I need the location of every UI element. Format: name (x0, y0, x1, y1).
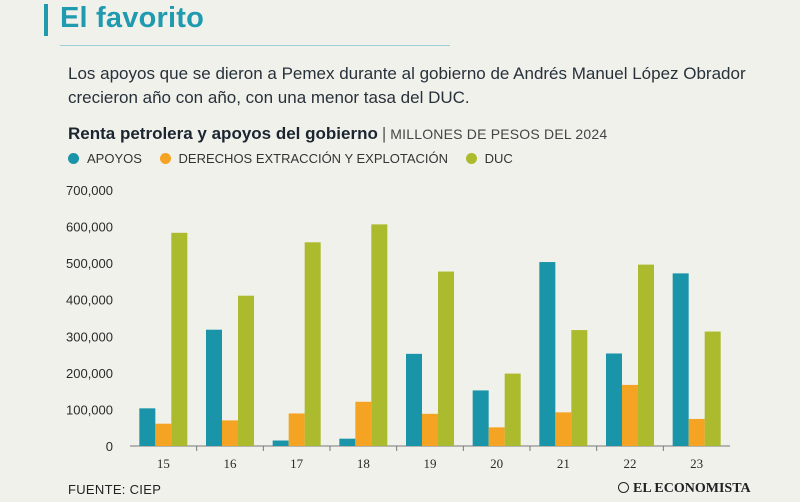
y-tick-label: 600,000 (66, 220, 113, 235)
bar-duc-22 (638, 264, 654, 446)
brand-icon (618, 482, 629, 493)
legend-item-apoyos: APOYOS (68, 151, 142, 166)
source-note: FUENTE: CIEP (68, 482, 162, 497)
bar-derechos-17 (288, 413, 305, 446)
x-tick-label: 23 (690, 456, 703, 471)
legend-swatch-duc (465, 153, 477, 164)
bar-apoyos-15 (139, 408, 156, 446)
page-title: El favorito (60, 2, 204, 34)
legend-label-derechos: DERECHOS EXTRACCIÓN Y EXPLOTACIÓN (178, 151, 448, 166)
y-tick-label: 400,000 (66, 293, 113, 308)
x-tick-label: 16 (224, 456, 238, 471)
y-tick-label: 700,000 (66, 183, 113, 198)
x-tick-label: 17 (290, 456, 304, 471)
bar-apoyos-23 (672, 273, 689, 446)
chart-title: Renta petrolera y apoyos del gobierno (68, 124, 378, 143)
legend-swatch-derechos (159, 153, 171, 164)
chart-legend: APOYOS DERECHOS EXTRACCIÓN Y EXPLOTACIÓN… (68, 151, 527, 167)
x-tick-label: 21 (557, 456, 570, 471)
y-tick-label: 500,000 (66, 256, 113, 271)
bar-duc-17 (304, 242, 321, 446)
y-tick-label: 200,000 (66, 366, 113, 381)
x-tick-label: 22 (624, 456, 637, 471)
bar-apoyos-17 (272, 440, 289, 446)
bar-derechos-19 (422, 413, 438, 446)
legend-label-apoyos: APOYOS (87, 151, 142, 166)
brand-logo: EL ECONOMISTA (618, 481, 751, 497)
chart-title-separator: | (381, 124, 387, 143)
legend-swatch-apoyos (68, 153, 79, 164)
bar-apoyos-16 (206, 329, 222, 446)
bar-duc-19 (438, 271, 454, 446)
brand-name: EL ECONOMISTA (633, 481, 751, 496)
bar-duc-20 (504, 373, 521, 446)
x-tick-label: 20 (490, 456, 503, 471)
bar-duc-15 (171, 232, 188, 446)
y-tick-label: 0 (106, 439, 113, 454)
legend-item-derechos: DERECHOS EXTRACCIÓN Y EXPLOTACIÓN (159, 151, 448, 166)
bar-duc-21 (571, 330, 588, 446)
legend-item-duc: DUC (465, 151, 513, 166)
title-accent-bar (44, 4, 48, 36)
bar-derechos-18 (355, 401, 372, 446)
bar-duc-18 (371, 224, 388, 446)
x-tick-label: 19 (424, 456, 437, 471)
page-subtitle: Los apoyos que se dieron a Pemex durante… (68, 64, 746, 107)
bar-derechos-23 (688, 418, 705, 446)
y-tick-label: 100,000 (66, 402, 113, 417)
title-divider (60, 45, 450, 46)
bar-apoyos-21 (539, 262, 556, 446)
bar-apoyos-19 (406, 353, 422, 446)
y-tick-label: 300,000 (66, 329, 113, 344)
chart-units: MILLONES DE PESOS DEL 2024 (390, 126, 608, 142)
bar-duc-16 (238, 295, 254, 446)
bar-apoyos-20 (472, 390, 489, 446)
bar-apoyos-22 (606, 353, 622, 446)
bar-derechos-16 (222, 420, 238, 446)
bar-apoyos-18 (339, 438, 356, 446)
bar-duc-23 (704, 331, 721, 446)
x-tick-label: 18 (357, 456, 370, 471)
legend-label-duc: DUC (484, 151, 513, 166)
bar-derechos-20 (488, 427, 505, 446)
bar-derechos-15 (155, 423, 172, 446)
chart-heading: Renta petrolera y apoyos del gobierno | MI… (68, 124, 607, 144)
x-tick-label: 15 (157, 456, 170, 471)
bar-derechos-21 (555, 412, 572, 446)
bar-derechos-22 (622, 384, 638, 446)
